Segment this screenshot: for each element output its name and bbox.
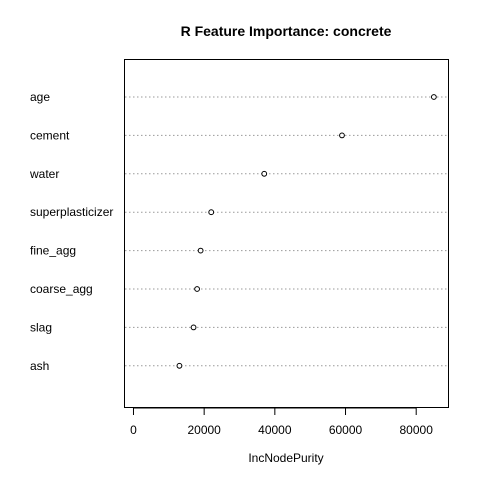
point-fine_agg (197, 247, 204, 254)
point-coarse_agg (194, 286, 200, 292)
x-tick-label-0: 0 (130, 423, 137, 437)
x-tick-label-20000: 20000 (187, 423, 221, 437)
x-axis: 0 20000 40000 60000 80000 (130, 407, 434, 437)
grid-layer (125, 96, 448, 367)
category-label-ash: ash (30, 359, 49, 373)
point-superplasticizer (208, 209, 215, 216)
point-slag (190, 324, 197, 331)
x-tick-label-40000: 40000 (258, 423, 292, 437)
point-ash (176, 362, 183, 369)
category-label-coarse_agg: coarse_agg (30, 282, 93, 296)
x-axis-label: IncNodePurity (248, 451, 323, 465)
category-label-water: water (29, 167, 59, 181)
point-age (430, 94, 437, 100)
category-label-age: age (30, 90, 50, 104)
point-cement (339, 132, 345, 139)
points-layer (176, 94, 437, 369)
plot-frame (124, 59, 449, 408)
x-tick-label-60000: 60000 (329, 423, 363, 437)
category-labels: age cement water superplasticizer fine_aggco… (29, 90, 113, 373)
category-label-fine_agg: fine_agg (30, 244, 76, 258)
x-tick-label-80000: 80000 (400, 423, 434, 437)
category-label-superplasticizer: superplasticizer (30, 205, 113, 219)
chart-title: R Feature Importance: concrete (181, 23, 392, 39)
category-label-cement: cement (30, 128, 70, 142)
point-water (261, 170, 268, 177)
category-label-slag: slag (30, 320, 52, 334)
